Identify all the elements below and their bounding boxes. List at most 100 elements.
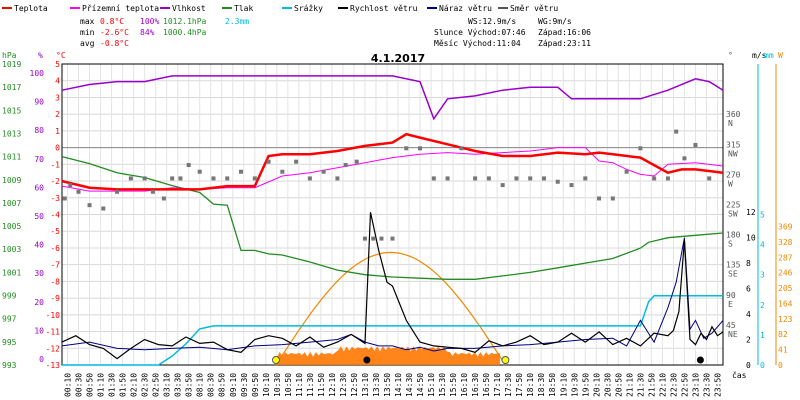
axis-dir-label: N xyxy=(728,119,733,128)
axis-temp-tick: 3 xyxy=(55,93,60,102)
axis-x-tick: 17:50 xyxy=(515,373,524,397)
axis-hpa-tick: 1001 xyxy=(2,268,21,277)
axis-x-tick: 14:10 xyxy=(394,373,403,397)
axis-x-tick: 14:30 xyxy=(405,373,414,397)
axis-temp-tick: -5 xyxy=(50,227,60,236)
axis-temp-tick: -3 xyxy=(50,194,60,203)
wind-direction-point xyxy=(307,176,312,181)
axis-x-tick: 19:30 xyxy=(570,373,579,397)
wind-direction-point xyxy=(252,176,257,181)
axis-temp-tick: -9 xyxy=(50,294,60,303)
wind-direction-point xyxy=(101,206,106,211)
wind-direction-point xyxy=(225,176,230,181)
axis-pct-tick: 10 xyxy=(34,326,44,335)
axis-hpa-tick: 997 xyxy=(2,315,17,324)
axis-w-tick: 123 xyxy=(778,315,793,324)
axis-mm-tick: 5 xyxy=(760,211,765,220)
axis-ms-tick: 4 xyxy=(746,310,751,319)
wind-direction-point xyxy=(150,189,155,194)
axis-ms-unit: m/s xyxy=(752,51,767,60)
axis-x-tick: 11:30 xyxy=(306,373,315,397)
solar-area xyxy=(276,346,500,365)
axis-x-tick: 20:30 xyxy=(603,373,612,397)
wind-direction-point xyxy=(707,176,712,181)
axis-pct-tick: 70 xyxy=(34,155,44,164)
axis-x-tick: 15:50 xyxy=(449,373,458,397)
axis-x-tick: 03:30 xyxy=(174,373,183,397)
axis-w-tick: 41 xyxy=(778,346,788,355)
axis-temp-tick: -2 xyxy=(50,177,60,186)
axis-x-tick: 19:50 xyxy=(581,373,590,397)
axis-temp-tick: 0 xyxy=(55,144,60,153)
wind-direction-point xyxy=(486,176,491,181)
axis-x-tick: 10:50 xyxy=(284,373,293,397)
axis-x-tick: 13:50 xyxy=(383,373,392,397)
axis-x-tick: 18:50 xyxy=(548,373,557,397)
wind-direction-point xyxy=(280,169,285,174)
axis-temp-tick: -8 xyxy=(50,277,60,286)
axis-x-tick: 16:10 xyxy=(460,373,469,397)
axis-hpa-tick: 1019 xyxy=(2,60,21,69)
info-mesic: Měsíc Východ:11:04 xyxy=(434,39,521,48)
axis-mm-unit: mm xyxy=(764,51,774,60)
axis-x-tick: 02:30 xyxy=(141,373,150,397)
wind-direction-point xyxy=(583,176,588,181)
axis-dir-label: S xyxy=(728,240,733,249)
axis-w-unit: W xyxy=(778,51,783,60)
axis-dir-unit: ° xyxy=(728,51,733,60)
axis-x-tick: 12:50 xyxy=(350,373,359,397)
axis-pct-tick: 80 xyxy=(34,126,44,135)
axis-x-tick: 17:30 xyxy=(504,373,513,397)
wind-direction-point xyxy=(371,236,376,241)
axis-x-tick: 02:50 xyxy=(152,373,161,397)
axis-temp-tick: -11 xyxy=(46,328,61,337)
axis-mm-tick: 4 xyxy=(760,241,765,250)
wind-direction-point xyxy=(610,196,615,201)
wind-direction-point xyxy=(321,169,326,174)
stat-min-hum: 84% xyxy=(140,28,155,37)
axis-hpa-tick: 1005 xyxy=(2,222,21,231)
stat-min-label: min xyxy=(80,28,95,37)
axis-dir-tick: 315 xyxy=(726,140,741,149)
axis-temp-tick: -1 xyxy=(50,160,60,169)
series-line-rychlost xyxy=(61,212,724,360)
stat-max-press: 1012.1hPa xyxy=(163,17,207,26)
axis-pct-tick: 30 xyxy=(34,269,44,278)
stat-max-rain: 2.3mm xyxy=(225,17,249,26)
axis-hpa-tick: 1015 xyxy=(2,106,21,115)
axis-x-tick: 08:50 xyxy=(218,373,227,397)
axis-hpa-tick: 1013 xyxy=(2,129,21,138)
legend-label-teplota: Teplota xyxy=(14,4,48,13)
wind-direction-point xyxy=(390,236,395,241)
grid xyxy=(62,63,723,366)
axis-x-tick: 00:50 xyxy=(86,373,95,397)
axis-pct-tick: 100 xyxy=(30,69,45,78)
axis-temp-tick: 2 xyxy=(55,110,60,119)
axis-x-tick: 21:10 xyxy=(625,373,634,397)
axis-x-tick: 09:50 xyxy=(251,373,260,397)
series-line-prizemni xyxy=(61,147,724,192)
axis-x-tick: 18:10 xyxy=(526,373,535,397)
wind-direction-point xyxy=(379,236,384,241)
axis-x-tick: 17:10 xyxy=(493,373,502,397)
axis-temp-unit: °C xyxy=(56,51,66,60)
axis-x-tick: 12:30 xyxy=(339,373,348,397)
axis-x-tick: 13:30 xyxy=(372,373,381,397)
axis-x-tick: 20:10 xyxy=(592,373,601,397)
wind-direction-point xyxy=(459,146,464,151)
legend-label-vlhkost: Vlhkost xyxy=(172,4,206,13)
axis-w-tick: 0 xyxy=(778,361,783,370)
axis-x-tick: 00:10 xyxy=(64,373,73,397)
axis-x-tick: 22:10 xyxy=(658,373,667,397)
axis-temp-tick: 1 xyxy=(55,127,60,136)
axis-x-tick: 03:50 xyxy=(185,373,194,397)
wind-direction-point xyxy=(294,159,299,164)
chart-title: 4.1.2017 xyxy=(371,52,425,65)
series-line-vlhkost xyxy=(61,75,724,121)
axis-x-tick: 16:30 xyxy=(471,373,480,397)
axis-x-tick: 22:50 xyxy=(680,373,689,397)
axis-temp-tick: -12 xyxy=(46,344,61,353)
axis-x-tick: 22:30 xyxy=(669,373,678,397)
info-mesic-zapad: Západ:23:11 xyxy=(538,39,591,48)
axis-mm-tick: 1 xyxy=(760,331,765,340)
